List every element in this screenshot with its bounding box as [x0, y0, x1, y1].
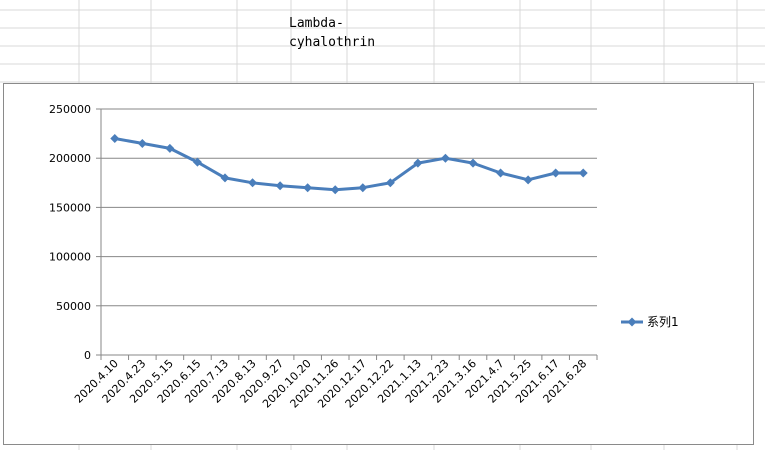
chart-title-cell[interactable]: Lambda-cyhalothrin	[289, 16, 376, 50]
legend-label: 系列1	[647, 315, 679, 329]
legend-diamond-marker	[627, 317, 637, 327]
y-tick-label: 0	[84, 349, 91, 362]
chart-legend[interactable]: 系列1	[621, 315, 679, 329]
y-tick-label: 100000	[49, 251, 91, 264]
data-point-marker[interactable]	[137, 138, 147, 148]
data-point-marker[interactable]	[468, 158, 478, 168]
y-tick-label: 250000	[49, 103, 91, 116]
data-point-marker[interactable]	[440, 153, 450, 163]
data-point-marker[interactable]	[192, 157, 202, 167]
data-point-marker[interactable]	[110, 134, 120, 144]
y-tick-label: 150000	[49, 201, 91, 214]
data-point-marker[interactable]	[220, 173, 230, 183]
data-point-marker[interactable]	[551, 168, 561, 178]
chart-axes	[96, 108, 598, 360]
data-point-marker[interactable]	[523, 175, 533, 185]
chart-gridlines	[101, 108, 597, 307]
data-point-marker[interactable]	[165, 143, 175, 153]
y-tick-label: 50000	[56, 300, 91, 313]
data-point-marker[interactable]	[578, 168, 588, 178]
data-point-marker[interactable]	[330, 185, 340, 195]
data-point-marker[interactable]	[413, 158, 423, 168]
chart-area[interactable]: 0 50000 100000 150000 200000 250000 2020.4.10…	[3, 83, 754, 445]
y-axis-tick-labels: 0 50000 100000 150000 200000 250000	[49, 103, 91, 362]
data-point-marker[interactable]	[248, 178, 258, 188]
data-point-marker[interactable]	[303, 183, 313, 193]
x-axis-tick-labels: 2020.4.102020.4.232020.5.152020.6.152020…	[72, 357, 589, 411]
data-point-marker[interactable]	[496, 168, 506, 178]
chart-series	[110, 134, 588, 195]
data-point-marker[interactable]	[385, 178, 395, 188]
y-tick-label: 200000	[49, 152, 91, 165]
line-chart: 0 50000 100000 150000 200000 250000 2020.4.10…	[49, 103, 679, 411]
series-line	[114, 137, 584, 192]
data-point-marker[interactable]	[358, 183, 368, 193]
data-point-marker[interactable]	[275, 181, 285, 191]
